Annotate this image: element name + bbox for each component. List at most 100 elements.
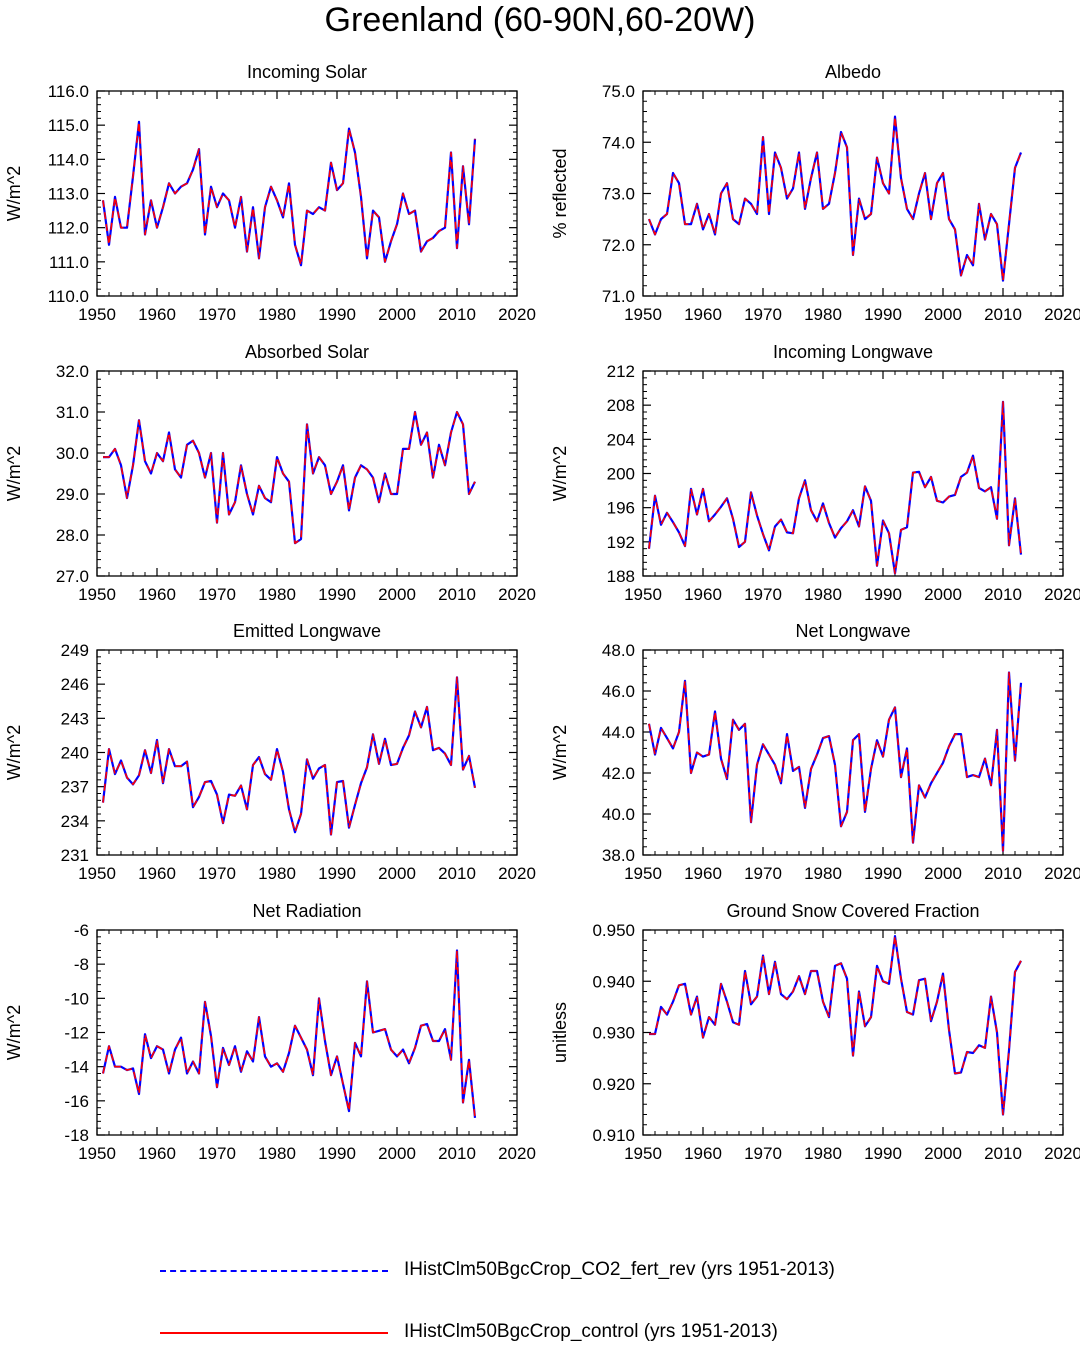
x-tick-label: 1990 — [318, 585, 356, 604]
x-tick-label: 2010 — [438, 1144, 476, 1163]
x-tick-label: 1950 — [78, 585, 116, 604]
legend-label: IHistClm50BgcCrop_control (yrs 1951-2013… — [404, 1321, 778, 1342]
y-axis-label: % reflected — [550, 148, 570, 238]
panel-title: Ground Snow Covered Fraction — [726, 901, 979, 921]
chart-panel-5: Net Longwave W/m^2 1950 1960 1970 1980 1990 200… — [550, 621, 1080, 883]
y-tick-label: 192 — [607, 533, 635, 552]
y-tick-label: 249 — [61, 641, 89, 660]
legend-label: IHistClm50BgcCrop_CO2_fert_rev (yrs 1951… — [404, 1259, 835, 1280]
y-tick-label: 200 — [607, 465, 635, 484]
y-tick-label: 42.0 — [602, 764, 635, 783]
y-tick-label: 0.950 — [592, 921, 635, 940]
chart-panel-3: Incoming Longwave W/m^2 1950 1960 1970 1980 19… — [550, 342, 1080, 604]
x-tick-label: 1970 — [744, 1144, 782, 1163]
y-tick-label: -16 — [64, 1092, 89, 1111]
y-tick-label: 73.0 — [602, 185, 635, 204]
plot-frame — [642, 90, 1064, 297]
x-tick-label: 1970 — [198, 1144, 236, 1163]
plot-frame — [642, 929, 1064, 1136]
chart-panel-1: Albedo % reflected 1950 1960 1970 1980 1990 200… — [550, 62, 1080, 324]
y-tick-label: 110.0 — [48, 287, 89, 306]
x-tick-label: 1990 — [318, 305, 356, 324]
plot-frame — [96, 649, 518, 856]
y-tick-label: 246 — [61, 675, 89, 694]
y-axis-label: W/m^2 — [4, 1005, 24, 1060]
x-tick-label: 2000 — [378, 585, 416, 604]
y-tick-label: 111.0 — [49, 253, 89, 272]
y-tick-label: 74.0 — [602, 133, 635, 152]
x-tick-label: 1990 — [864, 585, 902, 604]
x-tick-label: 2000 — [378, 864, 416, 883]
y-tick-label: 114.0 — [48, 150, 89, 169]
x-tick-label: 2020 — [1044, 305, 1080, 324]
y-tick-label: 0.910 — [592, 1126, 635, 1145]
x-tick-label: 2000 — [924, 864, 962, 883]
x-tick-label: 1970 — [744, 305, 782, 324]
y-tick-label: 32.0 — [56, 362, 89, 381]
x-tick-label: 1950 — [78, 864, 116, 883]
y-tick-label: 115.0 — [48, 116, 89, 135]
x-tick-label: 2020 — [1044, 864, 1080, 883]
x-tick-label: 2010 — [984, 305, 1022, 324]
chart-panel-2: Absorbed Solar W/m^2 1950 1960 1970 1980 1990 2… — [4, 342, 536, 604]
panel-title: Albedo — [825, 62, 881, 82]
y-axis-label: W/m^2 — [4, 725, 24, 780]
panel-title: Incoming Longwave — [773, 342, 933, 362]
series-line-co2-fert-rev — [103, 410, 476, 545]
panel-title: Incoming Solar — [247, 62, 367, 82]
series-line-co2-fert-rev — [649, 934, 1022, 1116]
y-tick-label: 30.0 — [56, 444, 89, 463]
x-tick-label: 1960 — [684, 864, 722, 883]
x-tick-label: 2000 — [924, 1144, 962, 1163]
x-tick-label: 1980 — [804, 305, 842, 324]
y-axis-label: unitless — [550, 1002, 570, 1063]
x-tick-label: 1960 — [138, 864, 176, 883]
x-tick-label: 2000 — [378, 1144, 416, 1163]
y-axis-label: W/m^2 — [4, 166, 24, 221]
x-tick-label: 1990 — [318, 864, 356, 883]
y-tick-label: -10 — [64, 989, 89, 1008]
series-line-control — [103, 411, 476, 545]
y-tick-label: -14 — [64, 1058, 89, 1077]
panel-title: Emitted Longwave — [233, 621, 381, 641]
x-tick-label: 1960 — [684, 585, 722, 604]
x-tick-label: 2010 — [438, 585, 476, 604]
x-tick-label: 1990 — [864, 305, 902, 324]
chart-panel-0: Incoming Solar W/m^2 1950 1960 1970 1980 1990 2… — [4, 62, 536, 324]
plot-frame — [642, 649, 1064, 856]
y-axis-label: W/m^2 — [550, 725, 570, 780]
panel-title: Absorbed Solar — [245, 342, 369, 362]
plot-frame — [96, 929, 518, 1136]
y-tick-label: 240 — [61, 744, 89, 763]
x-tick-label: 2010 — [984, 1144, 1022, 1163]
y-tick-label: 208 — [607, 396, 635, 415]
chart-panel-6: Net Radiation W/m^2 1950 1960 1970 1980 1990 20… — [4, 901, 536, 1163]
figure-title: Greenland (60-90N,60-20W) — [324, 1, 756, 39]
y-tick-label: 31.0 — [56, 403, 89, 422]
x-tick-label: 1980 — [258, 305, 296, 324]
x-tick-label: 2000 — [924, 305, 962, 324]
y-tick-label: -8 — [74, 955, 89, 974]
chart-panel-4: Emitted Longwave W/m^2 1950 1960 1970 1980 199… — [4, 621, 536, 883]
x-tick-label: 1980 — [804, 864, 842, 883]
panel-title: Net Longwave — [795, 621, 910, 641]
y-tick-label: 40.0 — [602, 805, 635, 824]
x-tick-label: 1960 — [138, 585, 176, 604]
legend-swatch-solid-red — [160, 1332, 388, 1334]
x-tick-label: 1970 — [198, 864, 236, 883]
plot-frame — [96, 370, 518, 577]
x-tick-label: 1980 — [258, 864, 296, 883]
x-tick-label: 1990 — [318, 1144, 356, 1163]
series-line-co2-fert-rev — [647, 115, 1023, 282]
panel-title: Net Radiation — [252, 901, 361, 921]
y-tick-label: 234 — [61, 812, 89, 831]
x-tick-label: 2010 — [984, 585, 1022, 604]
y-tick-label: -12 — [64, 1024, 89, 1043]
x-tick-label: 1970 — [198, 585, 236, 604]
x-tick-label: 1950 — [78, 1144, 116, 1163]
series-line-control — [102, 121, 476, 267]
y-tick-label: -6 — [74, 921, 89, 940]
x-tick-label: 1960 — [684, 305, 722, 324]
y-tick-label: -18 — [64, 1126, 89, 1145]
